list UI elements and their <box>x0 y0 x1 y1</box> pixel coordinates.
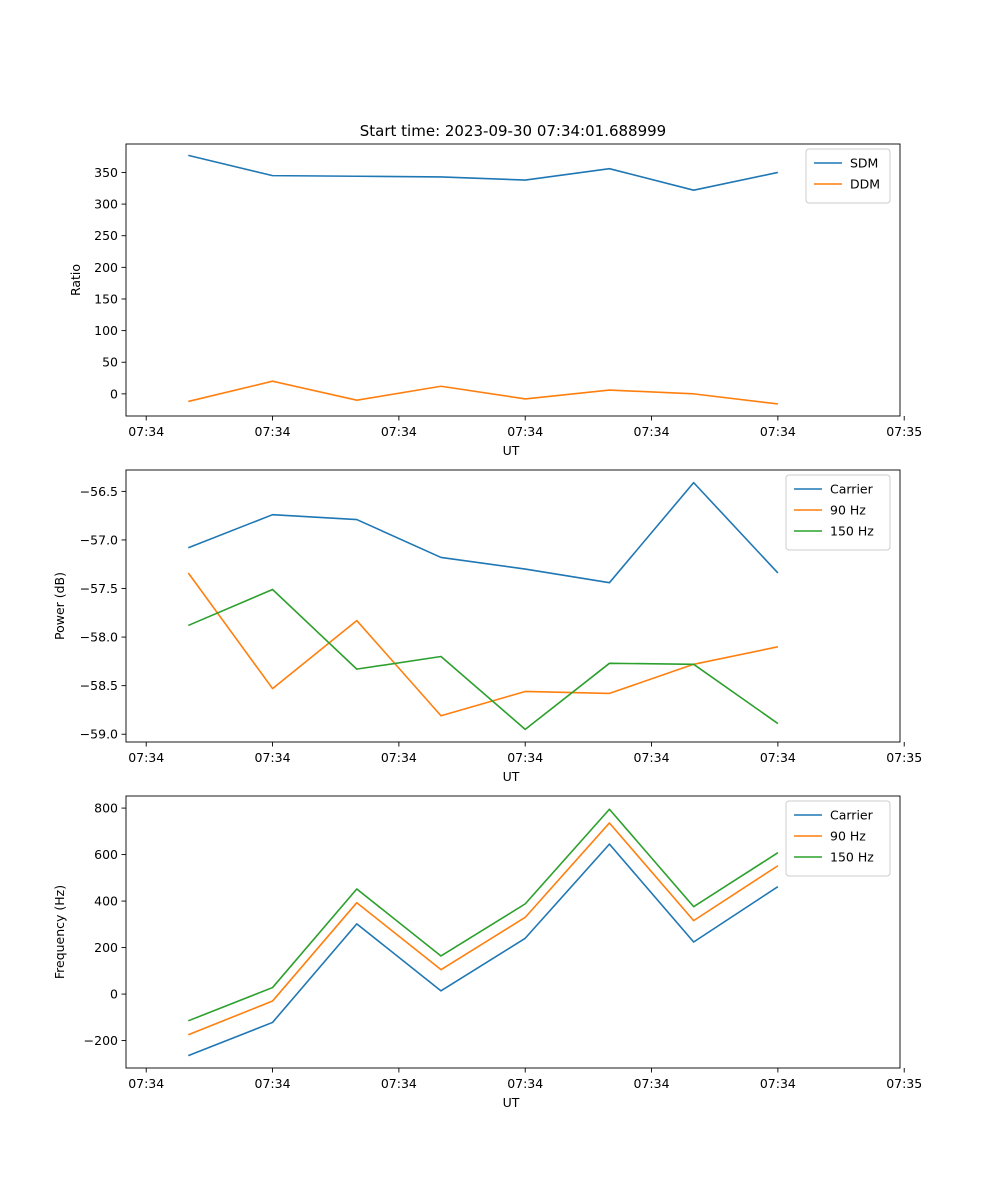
x-tick-label: 07:34 <box>760 750 796 765</box>
x-tick-label: 07:34 <box>507 750 543 765</box>
x-axis-label: UT <box>503 443 520 458</box>
series-line-sdm <box>188 154 779 191</box>
y-axis-label: Ratio <box>68 264 83 296</box>
y-tick-label: −58.5 <box>80 678 118 693</box>
y-tick-label: 200 <box>94 940 118 955</box>
x-tick-label: 07:34 <box>381 1076 417 1091</box>
x-axis-label: UT <box>503 1095 520 1110</box>
x-axis-label: UT <box>503 769 520 784</box>
y-tick-label: 150 <box>94 291 118 306</box>
y-tick-label: −58.0 <box>80 630 118 645</box>
x-tick-label: 07:34 <box>255 1076 291 1091</box>
series-line-150-hz <box>188 808 779 1022</box>
panel-2: 07:34 07:34 07:34 07:34 07:34 07:34 07:35 −59.0… <box>52 469 922 784</box>
x-tick-label: 07:34 <box>128 1076 164 1091</box>
series-line-carrier <box>188 843 779 1057</box>
x-tick-label: 07:34 <box>255 424 291 439</box>
plot-frame <box>125 795 901 1069</box>
y-tick-label: 0 <box>110 987 118 1002</box>
series-line-150-hz <box>188 588 779 731</box>
plot-frame <box>125 143 901 417</box>
x-tick-label: 07:34 <box>634 1076 670 1091</box>
series-line-carrier <box>188 481 779 584</box>
legend-label: Carrier <box>830 808 874 823</box>
plot-frame <box>125 469 901 743</box>
legend-label: 90 Hz <box>830 503 866 518</box>
y-axis-label: Frequency (Hz) <box>52 885 67 979</box>
legend-label: SDM <box>850 156 878 171</box>
y-tick-label: −57.5 <box>80 581 118 596</box>
x-tick-label: 07:34 <box>760 1076 796 1091</box>
legend-label: Carrier <box>830 482 874 497</box>
x-tick-label: 07:35 <box>886 424 922 439</box>
y-tick-label: −200 <box>84 1033 118 1048</box>
legend-label: DDM <box>850 177 880 192</box>
x-tick-label: 07:34 <box>381 424 417 439</box>
legend-label: 150 Hz <box>830 850 874 865</box>
y-tick-label: 0 <box>110 386 118 401</box>
x-tick-label: 07:34 <box>634 750 670 765</box>
y-tick-label: 250 <box>94 228 118 243</box>
x-tick-label: 07:34 <box>128 424 164 439</box>
x-tick-label: 07:35 <box>886 1076 922 1091</box>
y-tick-label: −56.5 <box>80 484 118 499</box>
y-tick-label: 800 <box>94 801 118 816</box>
panel-1: 07:34 07:34 07:34 07:34 07:34 07:34 07:35 0 50 10… <box>68 143 922 458</box>
x-tick-label: 07:35 <box>886 750 922 765</box>
panel-3: 07:34 07:34 07:34 07:34 07:34 07:34 07:35 −200 0… <box>52 795 922 1110</box>
series-line-90-hz <box>187 572 779 717</box>
y-tick-label: 400 <box>94 894 118 909</box>
x-tick-label: 07:34 <box>255 750 291 765</box>
series-line-ddm <box>188 380 778 405</box>
x-tick-label: 07:34 <box>381 750 417 765</box>
y-tick-label: −57.0 <box>80 532 118 547</box>
y-tick-label: 50 <box>102 355 118 370</box>
legend-label: 90 Hz <box>830 829 866 844</box>
y-tick-label: 100 <box>94 323 118 338</box>
y-tick-label: 300 <box>94 197 118 212</box>
x-tick-label: 07:34 <box>507 424 543 439</box>
y-tick-label: 600 <box>94 847 118 862</box>
figure-title: Start time: 2023-09-30 07:34:01.688999 <box>360 122 666 140</box>
y-tick-label: −59.0 <box>80 727 118 742</box>
y-axis-label: Power (dB) <box>52 572 67 640</box>
x-tick-label: 07:34 <box>760 424 796 439</box>
series-line-90-hz <box>188 822 779 1036</box>
x-tick-label: 07:34 <box>128 750 164 765</box>
y-tick-label: 200 <box>94 260 118 275</box>
legend-label: 150 Hz <box>830 524 874 539</box>
x-tick-label: 07:34 <box>634 424 670 439</box>
x-tick-label: 07:34 <box>507 1076 543 1091</box>
y-tick-label: 350 <box>94 165 118 180</box>
